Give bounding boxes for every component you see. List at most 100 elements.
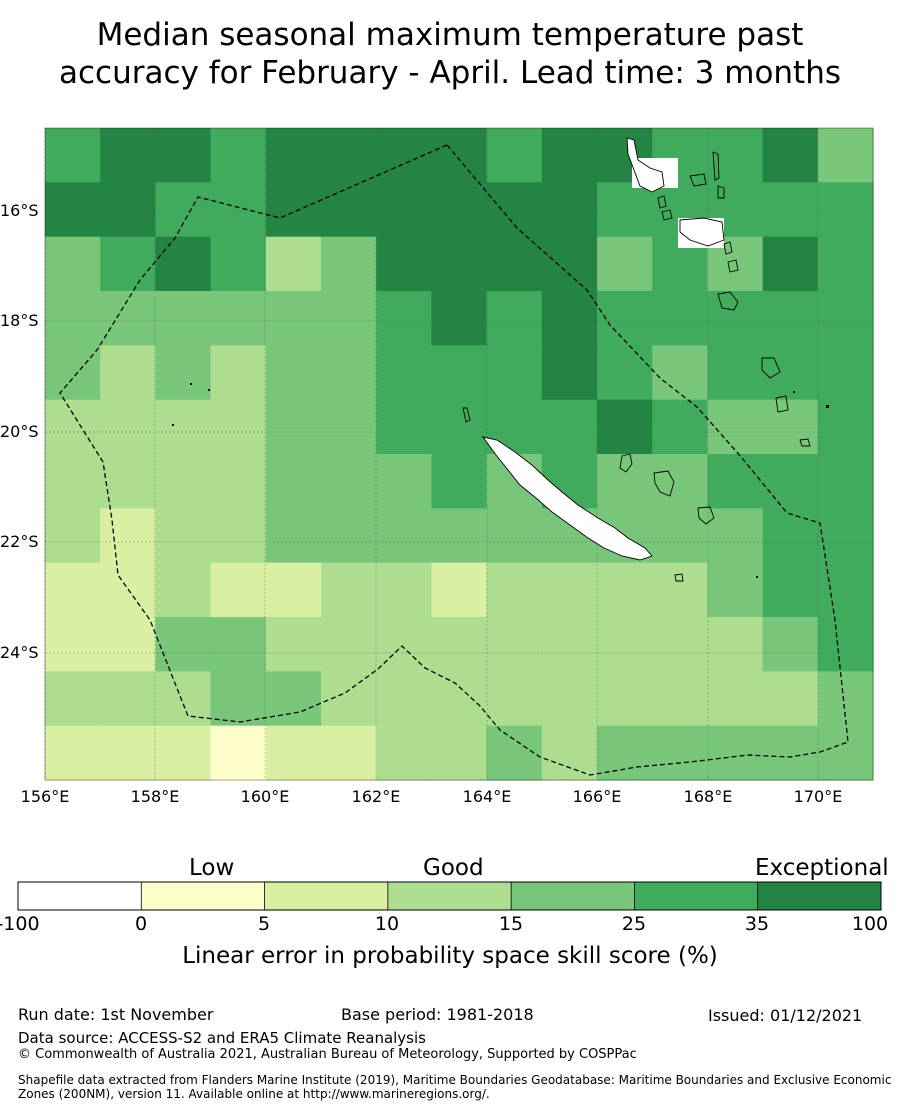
heatmap-cell — [45, 671, 101, 727]
heatmap-cell — [762, 399, 819, 455]
heatmap-cell — [45, 454, 101, 509]
heatmap-cell — [376, 508, 432, 564]
heatmap-cell — [210, 182, 267, 238]
heatmap-cell — [376, 562, 432, 618]
islet-icon — [190, 383, 192, 385]
heatmap-cell — [155, 725, 212, 781]
heatmap-cell — [376, 399, 432, 455]
colorbar-tick: 15 — [498, 913, 524, 935]
heatmap-cell — [321, 236, 377, 292]
heatmap-cell — [652, 508, 708, 564]
heatmap-cell — [155, 562, 212, 618]
heatmap-cell — [817, 562, 874, 618]
heatmap-cell — [652, 725, 708, 781]
heatmap-cell — [431, 345, 488, 401]
heatmap-cell — [541, 236, 598, 292]
heatmap-cell — [652, 345, 708, 401]
heatmap-cell — [376, 671, 432, 727]
heatmap-cell — [265, 725, 322, 781]
heatmap-cell — [155, 345, 212, 401]
heatmap-cell — [762, 454, 819, 509]
title-line-1: Median seasonal maximum temperature past — [96, 17, 804, 53]
heatmap-cell — [210, 617, 267, 672]
heatmap-cell — [431, 671, 488, 727]
heatmap-cell — [376, 617, 432, 672]
heatmap-cell — [45, 128, 101, 183]
heatmap-cell — [321, 128, 377, 183]
vanuatu-island — [689, 173, 707, 187]
heatmap-cell — [376, 236, 432, 292]
belep-island — [462, 407, 471, 423]
heatmap-cell — [541, 291, 598, 346]
heatmap-cell — [265, 562, 322, 618]
heatmap-cell — [100, 725, 156, 781]
colorbar-frame — [17, 881, 882, 911]
islet-icon — [826, 405, 829, 408]
heatmap-cell — [431, 182, 488, 238]
colorbar-segment — [634, 882, 758, 910]
heatmap-cell — [486, 562, 543, 618]
heatmap-cell — [707, 128, 764, 183]
base-period: Base period: 1981-2018 — [341, 1005, 534, 1024]
lat-label-18s: 18°S — [0, 311, 39, 330]
islet-icon — [793, 391, 795, 393]
heatmap-cell — [321, 345, 377, 401]
lon-label-158e: 158°E — [130, 787, 180, 806]
heatmap-cell — [707, 725, 764, 781]
heatmap-cell — [155, 128, 212, 183]
colorbar-segment — [387, 882, 512, 910]
heatmap-cell — [210, 399, 267, 455]
colorbar-label: Linear error in probability space skill … — [182, 943, 718, 969]
run-date: Run date: 1st November — [18, 1005, 214, 1024]
heatmap-cell — [486, 345, 543, 401]
heatmap-cell — [376, 454, 432, 509]
lon-label-160e: 160°E — [240, 787, 290, 806]
shapefile-credit-1: Shapefile data extracted from Flanders M… — [18, 1073, 892, 1087]
heatmap-cell — [155, 399, 212, 455]
heatmap-cell — [652, 454, 708, 509]
heatmap-cell — [100, 291, 156, 346]
heatmap-cell — [486, 128, 543, 183]
heatmap-cell — [541, 128, 598, 183]
colorbar-tick: 0 — [134, 913, 148, 935]
heatmap-cell — [486, 508, 543, 564]
heatmap-cell — [321, 399, 377, 455]
heatmap-cell — [265, 291, 322, 346]
heatmap-cell — [210, 454, 267, 509]
heatmap-cell — [597, 562, 653, 618]
heatmap-cell — [817, 671, 874, 727]
new-caledonia-island — [481, 436, 653, 561]
vanuatu-island — [712, 151, 720, 181]
lat-label-24s: 24°S — [0, 643, 39, 662]
islet-icon — [756, 576, 758, 578]
heatmap-cell — [597, 182, 653, 238]
lon-label-168e: 168°E — [683, 787, 733, 806]
heatmap-cell — [817, 236, 874, 292]
heatmap-cell — [210, 562, 267, 618]
colorbar-tick: 5 — [257, 913, 271, 935]
colorbar-segment — [264, 882, 388, 910]
heatmap-cell — [707, 508, 764, 564]
category-exceptional: Exceptional — [755, 855, 889, 881]
loyalty-island — [697, 506, 715, 525]
category-good: Good — [423, 855, 484, 881]
vanuatu-island — [657, 195, 667, 209]
heatmap-cell — [762, 236, 819, 292]
efate-island — [717, 291, 739, 311]
heatmap-cell — [541, 182, 598, 238]
loyalty-island — [619, 453, 633, 473]
colorbar-segment — [18, 882, 142, 910]
heatmap-cell — [321, 454, 377, 509]
heatmap-cell — [265, 345, 322, 401]
colorbar-tick: 100 — [851, 913, 889, 935]
colorbar-tick: 35 — [744, 913, 770, 935]
heatmap-cell — [210, 345, 267, 401]
heatmap-cell — [265, 508, 322, 564]
heatmap-cell — [100, 345, 156, 401]
heatmap-cell — [762, 671, 819, 727]
heatmap-cell — [321, 562, 377, 618]
heatmap-cell — [321, 508, 377, 564]
heatmap-cell — [45, 291, 101, 346]
heatmap-cell — [265, 236, 322, 292]
heatmap-cell — [541, 725, 598, 781]
